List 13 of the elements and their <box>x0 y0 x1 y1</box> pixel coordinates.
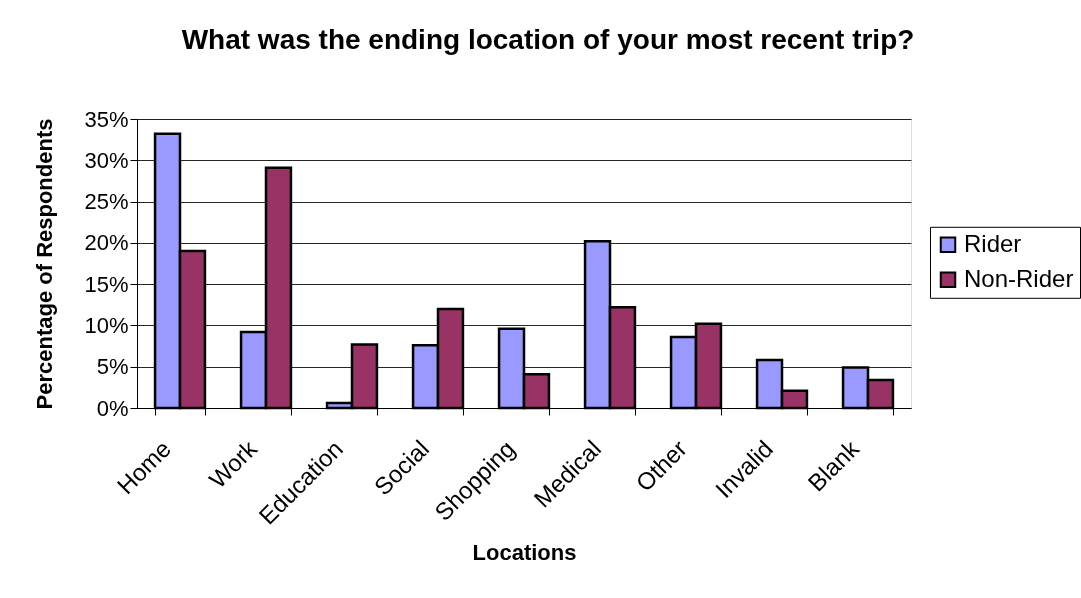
y-tick-label: 15% <box>84 271 129 297</box>
y-tick-label: 0% <box>96 395 129 421</box>
y-tick-label: 30% <box>84 147 129 173</box>
chart-title: What was the ending location of your most recent trip? <box>181 24 915 55</box>
y-tick-label: 10% <box>84 312 129 338</box>
x-axis-title: Locations <box>472 540 577 566</box>
y-tick-label: 25% <box>84 189 129 215</box>
y-tick-label: 5% <box>96 354 129 380</box>
y-axis-title: Percentage of Respondents <box>32 118 58 410</box>
y-tick-label: 20% <box>84 230 129 256</box>
legend-label: Rider <box>964 229 1022 257</box>
legend-label: Non-Rider <box>964 264 1074 292</box>
y-tick-label: 35% <box>84 106 129 132</box>
